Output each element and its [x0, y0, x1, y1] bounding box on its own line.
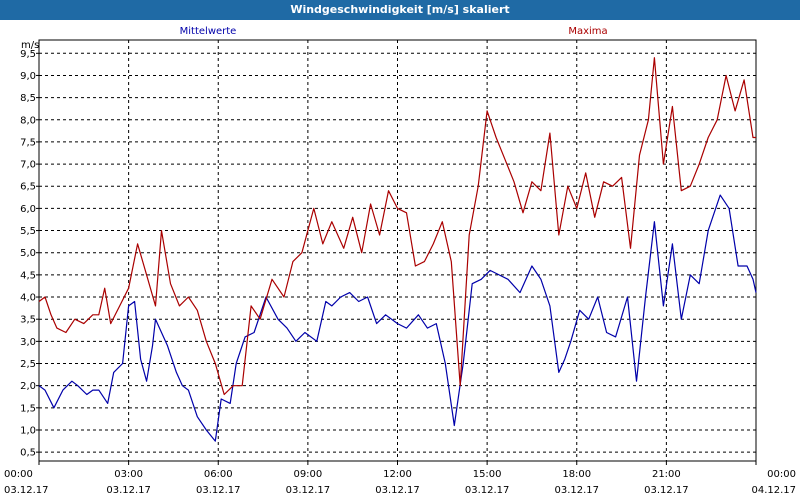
x-tick-date-label: 03.12.17	[106, 485, 151, 496]
x-tick-time-label: 15:00	[473, 469, 502, 480]
legend-maxima: Maxima	[568, 26, 607, 37]
x-tick-time-label: 00:00	[4, 469, 33, 480]
x-tick-time-label: 03:00	[114, 469, 143, 480]
y-tick-label: 7,5	[20, 137, 36, 148]
y-tick-label: 7,0	[20, 160, 36, 171]
grid-lines	[39, 40, 756, 461]
x-tick-date-label: 03.12.17	[4, 485, 49, 496]
x-tick-time-label: 21:00	[652, 469, 681, 480]
y-tick-label: 8,0	[20, 115, 36, 126]
y-tick-label: 5,0	[20, 248, 36, 259]
y-tick-label: 2,0	[20, 381, 36, 392]
y-tick-label: 0,5	[20, 448, 36, 459]
x-tick-time-label: 00:00	[767, 469, 796, 480]
x-tick-time-label: 18:00	[562, 469, 591, 480]
x-tick-date-label: 04.12.17	[751, 485, 796, 496]
legend-mittelwerte: Mittelwerte	[180, 26, 237, 37]
x-tick-date-label: 03.12.17	[465, 485, 510, 496]
y-tick-label: 1,0	[20, 425, 36, 436]
x-tick-date-label: 03.12.17	[375, 485, 420, 496]
y-axis-ticks: 0,5 1,0 1,5 2,0 2,5 3,0 3,5 4,0 4,5 5,0 5,5 6,0 6,5 7…	[20, 49, 39, 459]
x-axis-ticks: 00:00 03.12.17 03:00 03.12.17 06:00 03.12.17 0…	[4, 461, 796, 496]
y-tick-label: 6,0	[20, 204, 36, 215]
x-tick-date-label: 03.12.17	[554, 485, 599, 496]
x-tick-date-label: 03.12.17	[644, 485, 689, 496]
x-tick-date-label: 03.12.17	[286, 485, 331, 496]
x-tick-date-label: 03.12.17	[196, 485, 241, 496]
chart-title: Windgeschwindigkeit [m/s] skaliert	[0, 0, 800, 20]
y-axis-unit: m/s	[21, 40, 39, 51]
y-tick-label: 8,5	[20, 93, 36, 104]
y-tick-label: 9,0	[20, 71, 36, 82]
x-tick-time-label: 12:00	[383, 469, 412, 480]
y-tick-label: 5,5	[20, 226, 36, 237]
y-tick-label: 9,5	[20, 49, 36, 60]
y-tick-label: 2,5	[20, 359, 36, 370]
series-line-maxima	[38, 57, 756, 396]
wind-speed-chart: 0,5 1,0 1,5 2,0 2,5 3,0 3,5 4,0 4,5 5,0 5,5 6,0 6,5 7…	[4, 26, 796, 496]
y-tick-label: 4,5	[20, 270, 36, 281]
x-tick-time-label: 06:00	[204, 469, 233, 480]
series-line-mittelwerte	[38, 194, 757, 442]
y-tick-label: 3,5	[20, 315, 36, 326]
y-tick-label: 1,5	[20, 403, 36, 414]
series-layer	[38, 57, 757, 442]
y-tick-label: 3,0	[20, 337, 36, 348]
y-tick-label: 6,5	[20, 182, 36, 193]
legend: Mittelwerte Maxima	[180, 26, 608, 37]
x-tick-time-label: 09:00	[293, 469, 322, 480]
y-tick-label: 4,0	[20, 293, 36, 304]
